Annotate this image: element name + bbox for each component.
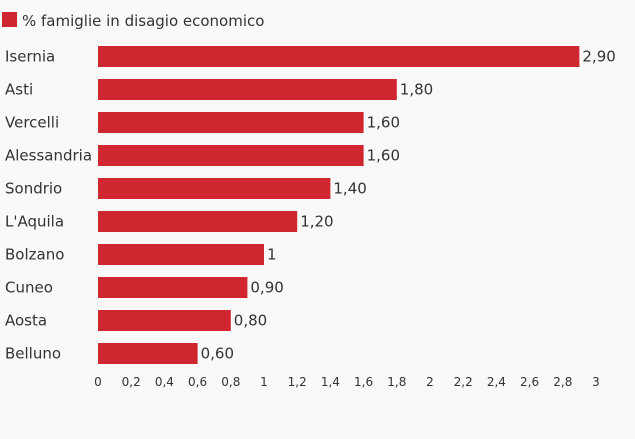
category-label: Aosta xyxy=(5,312,47,330)
x-tick-label: 0 xyxy=(94,375,102,389)
legend-swatch xyxy=(2,12,17,27)
x-tick-label: 2,8 xyxy=(553,375,572,389)
value-label: 1,60 xyxy=(367,147,400,165)
category-label: Asti xyxy=(5,81,33,99)
bar-4 xyxy=(98,178,331,199)
category-label: Alessandria xyxy=(5,147,92,165)
category-label: Sondrio xyxy=(5,180,62,198)
category-label: Vercelli xyxy=(5,114,59,132)
bar-1 xyxy=(98,79,397,100)
x-tick-label: 0,4 xyxy=(155,375,174,389)
x-tick-label: 0,8 xyxy=(221,375,240,389)
bar-3 xyxy=(98,145,364,166)
category-labels: Isernia Asti Vercelli Alessandria Sondrio L'A… xyxy=(5,48,92,363)
x-tick-label: 1 xyxy=(260,375,268,389)
x-tick-label: 0,2 xyxy=(122,375,141,389)
category-label: L'Aquila xyxy=(5,213,64,231)
legend-label: % famiglie in disagio economico xyxy=(22,12,264,30)
category-label: Belluno xyxy=(5,345,61,363)
x-tick-label: 2,2 xyxy=(454,375,473,389)
x-tick-label: 2,6 xyxy=(520,375,539,389)
x-tick-label: 1,2 xyxy=(288,375,307,389)
category-label: Cuneo xyxy=(5,279,53,297)
bar-5 xyxy=(98,211,298,232)
value-label: 1,40 xyxy=(333,180,366,198)
value-label: 1,80 xyxy=(400,81,433,99)
x-tick-label: 3 xyxy=(592,375,600,389)
x-axis-tick-labels: 0 0,2 0,4 0,6 0,8 1 1,2 1,4 1,6 1,8 2 2,2 2,4 2,6 2,8 3 xyxy=(94,375,600,389)
bar-7 xyxy=(98,277,248,298)
category-label: Bolzano xyxy=(5,246,64,264)
value-label: 1,60 xyxy=(367,114,400,132)
value-label: 0,80 xyxy=(234,312,267,330)
bars-group xyxy=(98,46,580,364)
x-tick-label: 0,6 xyxy=(188,375,207,389)
value-label: 1 xyxy=(267,246,277,264)
x-tick-label: 1,8 xyxy=(387,375,406,389)
value-label: 2,90 xyxy=(582,48,615,66)
x-tick-label: 2 xyxy=(426,375,434,389)
x-tick-label: 2,4 xyxy=(487,375,506,389)
x-tick-label: 1,6 xyxy=(354,375,373,389)
bar-6 xyxy=(98,244,264,265)
bar-2 xyxy=(98,112,364,133)
bar-8 xyxy=(98,310,231,331)
category-label: Isernia xyxy=(5,48,55,66)
bar-0 xyxy=(98,46,580,67)
value-label: 0,60 xyxy=(201,345,234,363)
value-label: 1,20 xyxy=(300,213,333,231)
value-label: 0,90 xyxy=(250,279,283,297)
x-tick-label: 1,4 xyxy=(321,375,340,389)
bar-9 xyxy=(98,343,198,364)
